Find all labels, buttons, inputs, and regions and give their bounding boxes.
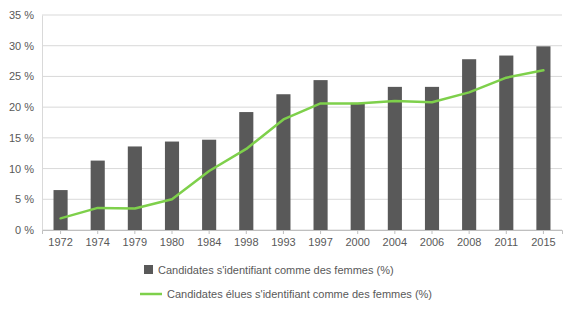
bar — [536, 46, 550, 230]
legend-label: Candidates élues s'identifiant comme des… — [167, 288, 432, 300]
x-tick: 1980 — [160, 230, 184, 248]
x-tick-label: 2011 — [494, 236, 518, 248]
x-tick-mark — [320, 230, 321, 234]
x-tick: 1997 — [308, 230, 332, 248]
bar — [499, 56, 513, 230]
y-tick-label: 35 % — [9, 9, 34, 21]
x-tick-mark — [60, 230, 61, 234]
chart: 0 %5 %10 %15 %20 %25 %30 %35 %1972197419… — [0, 0, 576, 312]
x-tick: 1974 — [85, 230, 109, 248]
x-tick: 2006 — [420, 230, 444, 248]
x-tick: 2000 — [345, 230, 369, 248]
y-tick: 10 % — [9, 163, 42, 175]
grid-line — [42, 137, 562, 138]
legend-label: Candidates s'identifiant comme des femme… — [158, 264, 394, 276]
y-tick-label: 20 % — [9, 101, 34, 113]
bar — [202, 140, 216, 230]
grid — [42, 15, 562, 230]
legend-swatch — [144, 265, 153, 274]
legend-swatch — [140, 293, 162, 296]
plot: 0 %5 %10 %15 %20 %25 %30 %35 %1972197419… — [9, 9, 563, 248]
bar — [128, 146, 142, 230]
x-tick-label: 2004 — [383, 236, 407, 248]
x-tick-label: 2006 — [420, 236, 444, 248]
x-tick-mark — [506, 230, 507, 234]
x-tick-mark — [209, 230, 210, 234]
grid-line — [42, 15, 562, 16]
x-tick-label: 1997 — [308, 236, 332, 248]
x-tick-mark — [394, 230, 395, 234]
x-tick-mark — [246, 230, 247, 234]
grid-line — [42, 45, 562, 46]
bar — [91, 161, 105, 230]
legend: Candidates s'identifiant comme des femme… — [140, 264, 432, 300]
y-tick: 20 % — [9, 101, 42, 113]
y-tick: 5 % — [15, 193, 42, 205]
bar — [239, 112, 253, 230]
x-axis-line — [43, 231, 563, 235]
y-tick-label: 15 % — [9, 132, 34, 144]
y-axis-line — [42, 16, 43, 231]
x-tick-mark — [134, 230, 135, 234]
grid-line — [42, 76, 562, 77]
grid-line — [42, 107, 562, 108]
bar — [351, 103, 365, 230]
x-tick-mark — [432, 230, 433, 234]
grid-line — [42, 199, 562, 200]
bar — [54, 190, 68, 230]
y-tick: 0 % — [15, 224, 42, 236]
x-tick-label: 1998 — [234, 236, 258, 248]
x-tick-mark — [357, 230, 358, 234]
y-tick: 15 % — [9, 132, 42, 144]
x-tick: 1993 — [271, 230, 295, 248]
x-tick-label: 1980 — [160, 236, 184, 248]
x-tick-label: 2008 — [457, 236, 481, 248]
y-tick: 35 % — [9, 9, 42, 21]
x-tick-mark — [469, 230, 470, 234]
bar — [425, 87, 439, 230]
bar — [462, 59, 476, 230]
grid-line — [42, 168, 562, 169]
x-tick-mark — [97, 230, 98, 234]
x-tick-mark — [543, 230, 544, 234]
marks-inner — [54, 46, 551, 230]
x-tick: 1998 — [234, 230, 258, 248]
x-tick: 1984 — [197, 230, 221, 248]
x-tick: 2008 — [457, 230, 481, 248]
x-tick-mark — [172, 230, 173, 234]
x-axis: 1972 1974 1979 1980 1984 1998 1993 1997 2000 2004… — [43, 230, 563, 248]
bar-series — [54, 46, 551, 230]
x-tick-label: 1972 — [48, 236, 72, 248]
bar — [165, 142, 179, 230]
x-tick-label: 1979 — [123, 236, 147, 248]
x-tick-label: 1974 — [85, 236, 109, 248]
marks — [54, 46, 551, 230]
x-tick-label: 2015 — [531, 236, 555, 248]
x-tick: 2011 — [494, 230, 518, 248]
y-tick-label: 10 % — [9, 163, 34, 175]
line — [61, 70, 544, 218]
legend-item: Candidates s'identifiant comme des femme… — [144, 264, 394, 276]
y-axis: 0 % 5 % 10 % 15 % 20 % 25 % 30 % 35 % — [9, 9, 43, 236]
x-tick: 2015 — [531, 230, 555, 248]
y-tick-label: 30 % — [9, 40, 34, 52]
x-tick: 1979 — [123, 230, 147, 248]
bar — [388, 87, 402, 230]
bar — [276, 94, 290, 230]
x-tick-label: 1984 — [197, 236, 221, 248]
x-tick-label: 2000 — [345, 236, 369, 248]
y-tick-label: 5 % — [15, 193, 34, 205]
legend-item: Candidates élues s'identifiant comme des… — [140, 288, 432, 300]
x-tick-mark — [283, 230, 284, 234]
x-tick: 1972 — [48, 230, 72, 248]
y-tick-label: 25 % — [9, 70, 34, 82]
y-tick: 25 % — [9, 70, 42, 82]
y-tick-label: 0 % — [15, 224, 34, 236]
y-tick: 30 % — [9, 40, 42, 52]
x-tick-label: 1993 — [271, 236, 295, 248]
x-tick: 2004 — [383, 230, 407, 248]
